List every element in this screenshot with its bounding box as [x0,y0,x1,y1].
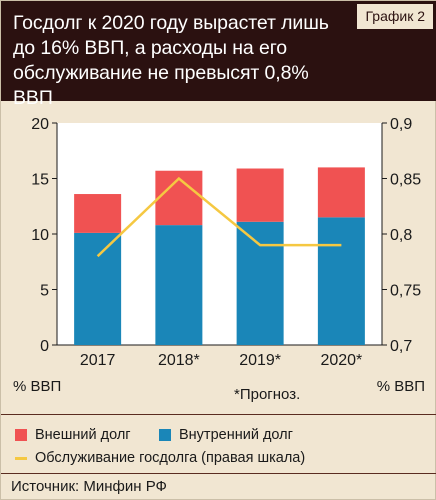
legend-label-internal: Внутренний долг [179,427,293,443]
chart-title: Госдолг к 2020 году вырастет лишь до 16%… [13,12,329,109]
right-tick-label: 0,85 [390,172,421,189]
left-tick-label: 10 [31,227,49,244]
left-tick-label: 5 [40,283,49,300]
legend-item-internal: Внутренний долг [159,427,293,443]
chart-plot: 0 5 10 15 20 0,7 0,75 0,8 0,85 0,9 2017 2018* 2019* 2… [13,116,425,403]
bar-external-debt [317,167,365,218]
legend-label-service: Обслуживание госдолга (правая шкала) [35,450,306,466]
bar-internal-debt [317,217,365,345]
right-tick-label: 0,7 [390,338,412,355]
x-tick-label: 2018* [158,352,200,369]
left-tick-label: 0 [40,338,49,355]
x-tick-label: 2017 [80,352,116,369]
legend: Внешний долг Внутренний долг Обслуживани… [1,421,436,473]
bar-internal-debt [74,232,122,345]
legend-swatch-external [15,429,27,441]
chart-number-badge: График 2 [357,4,433,29]
legend-item-external: Внешний долг [15,427,131,443]
bar-internal-debt [236,221,284,345]
right-tick-label: 0,9 [390,116,412,133]
left-axis-unit-label: % ВВП [13,378,61,395]
forecast-note: *Прогноз. [234,386,300,403]
x-tick-label: 2019* [239,352,281,369]
legend-label-external: Внешний долг [35,427,131,443]
legend-divider-bottom [1,473,436,474]
bar-external-debt [74,194,122,233]
legend-item-service: Обслуживание госдолга (правая шкала) [15,450,305,466]
chart-header: Госдолг к 2020 году вырастет лишь до 16%… [1,1,436,109]
bar-internal-debt [155,225,203,345]
legend-swatch-internal [159,429,171,441]
x-tick-label: 2020* [320,352,362,369]
right-tick-label: 0,8 [390,227,412,244]
right-tick-label: 0,75 [390,283,421,300]
left-tick-label: 15 [31,172,49,189]
right-axis-unit-label: % ВВП [377,378,425,395]
legend-swatch-service [15,456,27,460]
source-note: Источник: Минфин РФ [11,478,167,495]
bar-external-debt [236,168,284,222]
left-tick-label: 20 [31,116,49,133]
legend-divider-top [1,414,436,415]
line-debt-service [96,176,342,258]
